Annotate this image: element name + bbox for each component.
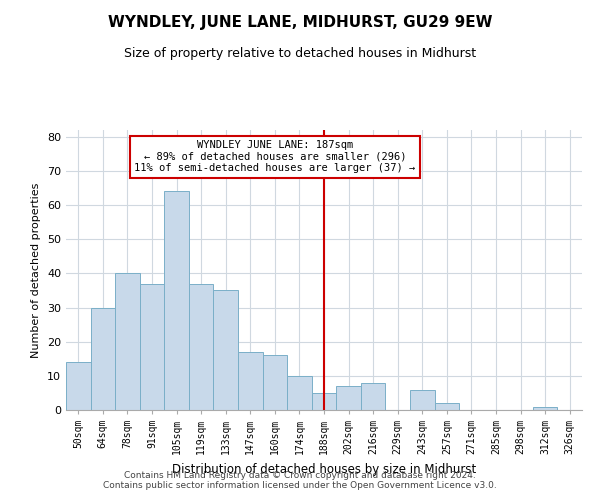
Bar [434, 403, 459, 410]
Bar [336, 386, 361, 410]
Bar [91, 308, 115, 410]
Text: Contains HM Land Registry data © Crown copyright and database right 2024.
Contai: Contains HM Land Registry data © Crown c… [103, 470, 497, 490]
Bar [533, 406, 557, 410]
Bar [140, 284, 164, 410]
Text: WYNDLEY, JUNE LANE, MIDHURST, GU29 9EW: WYNDLEY, JUNE LANE, MIDHURST, GU29 9EW [108, 15, 492, 30]
Bar [214, 290, 238, 410]
Bar [263, 356, 287, 410]
X-axis label: Distribution of detached houses by size in Midhurst: Distribution of detached houses by size … [172, 462, 476, 475]
Bar [164, 192, 189, 410]
Y-axis label: Number of detached properties: Number of detached properties [31, 182, 41, 358]
Text: WYNDLEY JUNE LANE: 187sqm
← 89% of detached houses are smaller (296)
11% of semi: WYNDLEY JUNE LANE: 187sqm ← 89% of detac… [134, 140, 415, 173]
Bar [115, 274, 140, 410]
Bar [238, 352, 263, 410]
Bar [312, 393, 336, 410]
Bar [189, 284, 214, 410]
Bar [410, 390, 434, 410]
Bar [361, 382, 385, 410]
Text: Size of property relative to detached houses in Midhurst: Size of property relative to detached ho… [124, 48, 476, 60]
Bar [287, 376, 312, 410]
Bar [66, 362, 91, 410]
